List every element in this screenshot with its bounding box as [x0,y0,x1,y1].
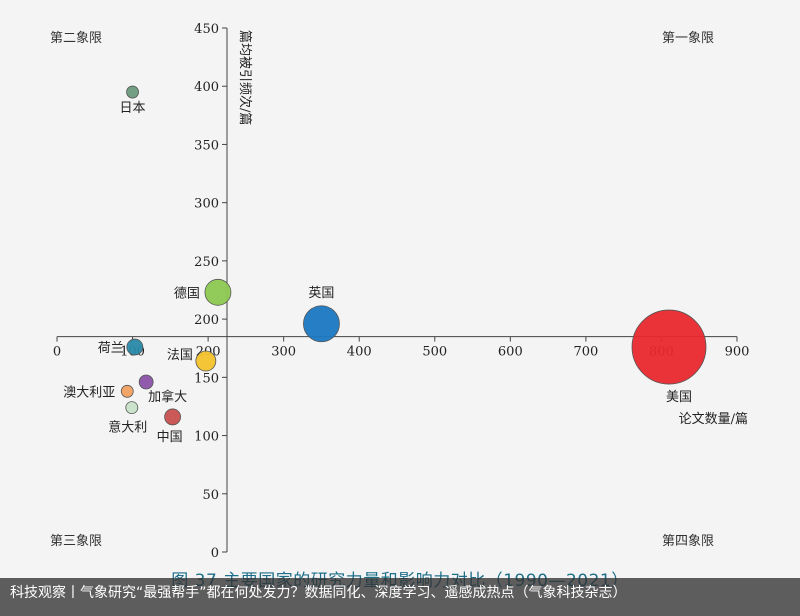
bubble-label: 加拿大 [148,389,187,405]
y-tick-label: 300 [194,197,219,212]
y-tick-label: 0 [211,546,219,561]
quadrant-1-label: 第一象限 [662,31,715,46]
x-tick-label: 700 [573,345,598,360]
bubble-label: 美国 [666,390,692,405]
x-tick-label: 400 [347,345,372,360]
bubble-荷兰 [126,338,144,356]
y-tick-label: 400 [194,80,219,95]
bubble-label: 日本 [120,101,146,116]
y-tick-label: 250 [194,255,219,270]
quadrant-3-label: 第三象限 [50,534,103,549]
bubble-澳大利亚 [120,384,134,398]
x-tick-label: 600 [498,345,523,360]
y-axis-title: 篇均被引频次/篇 [237,30,253,125]
footer-text: 科技观察丨气象研究“最强帮手”都在何处发力？数据同化、深度学习、遥感成热点（气象… [10,585,627,601]
y-tick-label: 50 [202,488,219,503]
y-tick-label: 450 [194,22,219,37]
bubble-label: 意大利 [108,420,147,436]
bubble-label: 德国 [174,286,200,301]
y-tick-label: 150 [194,371,219,386]
bubble-加拿大 [138,374,154,390]
bubble-美国 [631,309,707,385]
quadrant-2-label: 第二象限 [50,31,103,46]
footer-bar: 科技观察丨气象研究“最强帮手”都在何处发力？数据同化、深度学习、遥感成热点（气象… [0,578,800,616]
y-tick-label: 200 [194,313,219,328]
bubble-中国 [164,408,182,426]
bubble-label: 法国 [167,348,193,363]
x-tick-label: 900 [725,345,750,360]
bubble-德国 [204,278,232,306]
bubble-日本 [126,85,139,99]
x-tick-label: 500 [422,345,447,360]
bubble-label: 英国 [308,286,334,301]
bubble-法国 [195,350,217,372]
x-axis-title: 论文数量/篇 [679,412,748,427]
bubble-label: 荷兰 [98,341,124,356]
x-tick-label: 300 [271,345,296,360]
bubble-英国 [303,305,340,343]
y-tick-label: 350 [194,138,219,153]
bubble-label: 澳大利亚 [63,384,115,400]
y-tick-label: 100 [194,430,219,445]
quadrant-4-label: 第四象限 [662,534,715,549]
x-tick-label: 0 [53,345,61,360]
bubble-意大利 [125,401,139,415]
bubble-label: 中国 [157,430,183,445]
